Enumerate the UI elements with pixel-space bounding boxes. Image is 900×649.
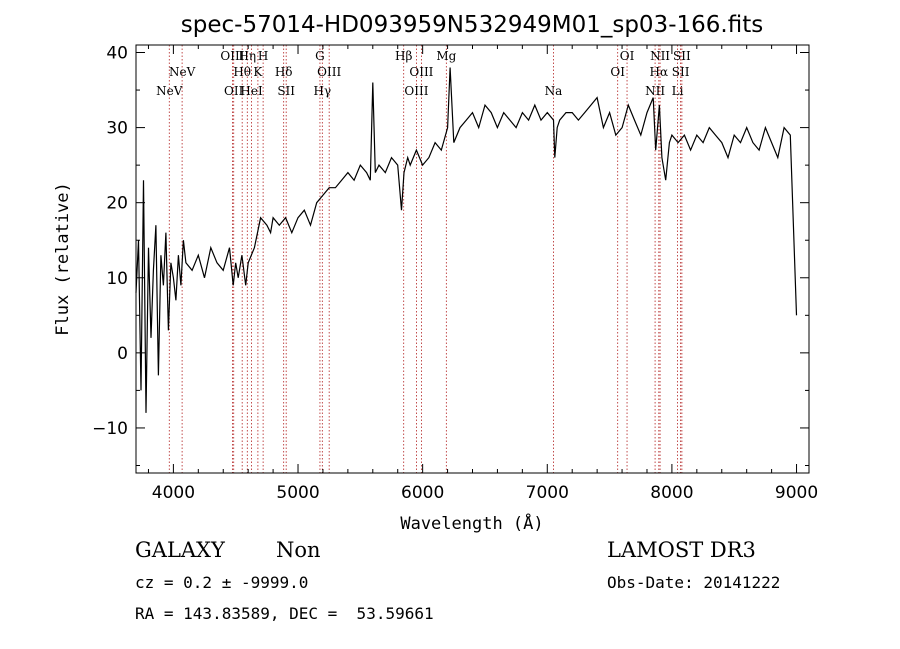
- x-tick-label-4: 8000: [650, 483, 693, 503]
- y-axis-ticks: −10 0 10 20 30 40: [92, 44, 809, 466]
- chart-title: spec-57014-HD093959N532949M01_sp03-166.f…: [181, 12, 763, 38]
- emission-line-label-13: OIII: [317, 65, 341, 79]
- x-axis-label: Wavelength (Å): [400, 512, 543, 534]
- emission-line-label-15: OIII: [404, 84, 428, 98]
- x-tick-label-1: 5000: [276, 483, 319, 503]
- emission-line-label-8: H: [258, 49, 268, 63]
- emission-line-label-5: Hη: [238, 49, 256, 63]
- emission-line-label-21: NII: [645, 84, 665, 98]
- y-tick-label-0: −10: [92, 419, 128, 439]
- emission-line-label-18: Na: [545, 84, 563, 98]
- y-axis-label: Flux (relative): [53, 182, 73, 336]
- emission-line-label-14: Hβ: [395, 49, 412, 63]
- object-subclass: Non: [276, 538, 321, 562]
- plot-frame: [135, 44, 810, 474]
- emission-line-label-10: SII: [277, 84, 295, 98]
- x-tick-label-3: 7000: [526, 483, 569, 503]
- emission-line-label-12: Hγ: [314, 84, 332, 98]
- emission-line-label-26: SII: [673, 49, 691, 63]
- emission-line-label-19: OI: [610, 65, 625, 79]
- emission-line-label-4: Hθ: [233, 65, 251, 79]
- x-tick-label-0: 4000: [152, 483, 195, 503]
- radec-readout: RA = 143.83589, DEC = 53.59661: [135, 604, 434, 623]
- emission-line-label-6: HeI: [240, 84, 263, 98]
- emission-line-label-22: Hα: [650, 65, 669, 79]
- y-tick-label-4: 30: [106, 119, 128, 139]
- emission-line-label-9: Hδ: [275, 65, 293, 79]
- emission-line-label-17: Mg: [436, 49, 456, 63]
- emission-line-label-25: SII: [672, 65, 690, 79]
- emission-line-label-7: K: [253, 65, 263, 79]
- emission-lines: [168, 45, 683, 473]
- emission-line-label-20: OI: [620, 49, 635, 63]
- x-axis-ticks: 4000 5000 6000 7000 8000 9000: [147, 45, 818, 503]
- emission-line-label-11: G: [315, 49, 325, 63]
- emission-line-label-23: NII: [650, 49, 670, 63]
- emission-line-labels: NeV NeV OIII OII Hθ Hη HeI KH Hδ SII G Hγ OIII Hβ OIII…: [156, 49, 691, 98]
- x-tick-label-5: 9000: [775, 483, 818, 503]
- spectrum-line: [135, 67, 798, 413]
- y-tick-label-3: 20: [106, 194, 128, 214]
- emission-line-label-24: Li: [672, 84, 684, 98]
- emission-line-label-0: NeV: [156, 84, 183, 98]
- emission-line-label-16: OIII: [409, 65, 433, 79]
- obs-date: Obs-Date: 20141222: [607, 573, 781, 592]
- emission-line-label-2: OIII: [220, 49, 244, 63]
- cz-readout: cz = 0.2 ± -9999.0: [135, 573, 309, 592]
- y-tick-label-1: 0: [117, 344, 128, 364]
- y-tick-label-5: 40: [106, 44, 128, 64]
- emission-line-label-3: OII: [224, 84, 244, 98]
- y-tick-label-2: 10: [106, 269, 128, 289]
- survey-name: LAMOST DR3: [607, 538, 756, 562]
- object-class: GALAXY: [135, 538, 225, 562]
- x-tick-label-2: 6000: [401, 483, 444, 503]
- emission-line-label-1: NeV: [169, 65, 196, 79]
